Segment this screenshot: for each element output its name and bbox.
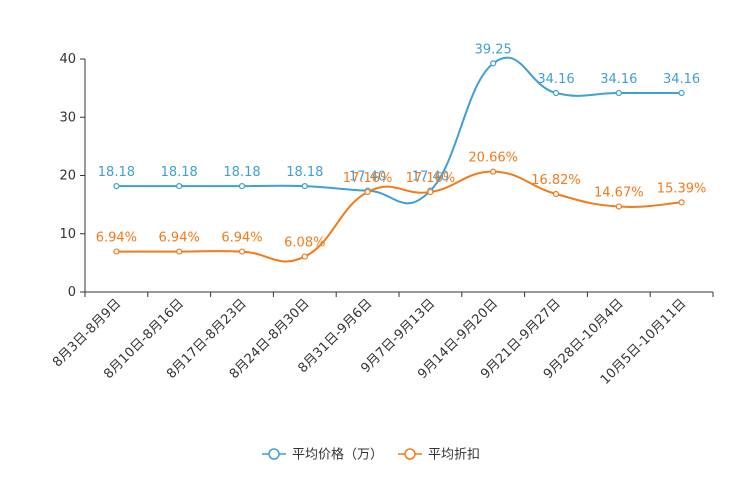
data-label: 34.16 bbox=[537, 72, 574, 87]
data-label: 17.16% bbox=[406, 171, 456, 186]
legend-item-1[interactable]: 平均价格（万） bbox=[262, 447, 383, 463]
series-line-1 bbox=[116, 56, 682, 205]
y-tick-label: 30 bbox=[59, 110, 76, 125]
data-point bbox=[364, 188, 371, 196]
data-label: 6.94% bbox=[96, 231, 137, 246]
data-point bbox=[490, 168, 497, 175]
legend-label: 平均折扣 bbox=[428, 448, 480, 463]
legend-item-2[interactable]: 平均折扣 bbox=[398, 448, 480, 463]
data-label: 16.82% bbox=[531, 173, 581, 188]
y-tick-label: 10 bbox=[59, 227, 76, 242]
series-line-2 bbox=[116, 170, 682, 263]
legend-marker-icon bbox=[268, 448, 280, 460]
y-tick-label: 40 bbox=[59, 52, 76, 67]
legend-marker-icon bbox=[404, 448, 416, 460]
data-label: 18.18 bbox=[161, 165, 198, 180]
data-label: 17.40 bbox=[412, 170, 449, 185]
data-point bbox=[490, 60, 497, 67]
data-point bbox=[615, 203, 622, 210]
data-point bbox=[113, 248, 120, 255]
data-point bbox=[238, 248, 246, 255]
data-labels-layer: 18.18 18.18 18.18 18.18 17.40 17.40 39.25 34.16… bbox=[96, 42, 707, 250]
data-label: 14.67% bbox=[594, 186, 644, 201]
data-point bbox=[615, 89, 622, 97]
data-label: 18.18 bbox=[286, 165, 323, 180]
legend-label: 平均价格（万） bbox=[292, 447, 383, 463]
data-point bbox=[552, 89, 560, 97]
axes-layer: 0102030408月3日-8月9日8月10日-8月16日8月17日-8月23日… bbox=[50, 52, 714, 388]
data-point bbox=[427, 188, 434, 196]
data-label: 6.08% bbox=[284, 236, 325, 251]
data-point bbox=[176, 248, 183, 255]
data-point bbox=[301, 253, 308, 260]
series-layer bbox=[113, 56, 685, 263]
data-point bbox=[678, 199, 685, 206]
y-tick-label: 20 bbox=[59, 169, 76, 184]
data-point bbox=[552, 190, 560, 198]
data-label: 34.16 bbox=[600, 72, 637, 87]
y-tick-label: 0 bbox=[68, 285, 76, 300]
data-label: 18.18 bbox=[223, 165, 260, 180]
data-label: 15.39% bbox=[657, 181, 707, 196]
data-label: 17.40 bbox=[349, 170, 386, 185]
data-point bbox=[238, 183, 246, 190]
data-label: 39.25 bbox=[475, 42, 512, 57]
data-point bbox=[113, 183, 120, 190]
data-point bbox=[176, 183, 183, 190]
data-point bbox=[678, 89, 685, 97]
data-label: 34.16 bbox=[663, 72, 700, 87]
data-point bbox=[301, 183, 308, 190]
data-label: 17.16% bbox=[343, 171, 393, 186]
data-label: 6.94% bbox=[221, 231, 262, 246]
data-label: 20.66% bbox=[468, 151, 518, 166]
data-label: 18.18 bbox=[98, 165, 135, 180]
legend[interactable]: 平均价格（万） 平均折扣 bbox=[262, 447, 480, 463]
data-label: 6.94% bbox=[159, 231, 200, 246]
